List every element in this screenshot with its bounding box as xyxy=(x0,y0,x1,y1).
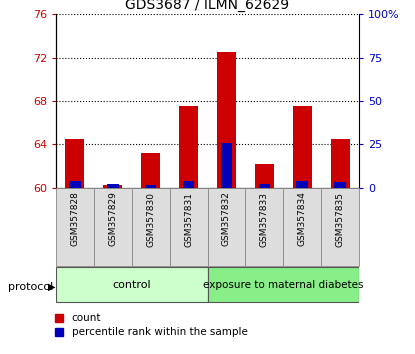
Title: GDS3687 / ILMN_62629: GDS3687 / ILMN_62629 xyxy=(125,0,290,12)
Bar xyxy=(217,52,236,188)
FancyBboxPatch shape xyxy=(132,188,170,266)
Bar xyxy=(221,143,232,188)
Legend: count, percentile rank within the sample: count, percentile rank within the sample xyxy=(55,313,248,337)
Text: GSM357833: GSM357833 xyxy=(260,192,269,246)
Bar xyxy=(107,184,119,188)
Text: GSM357831: GSM357831 xyxy=(184,192,193,246)
Bar xyxy=(145,185,156,188)
Text: exposure to maternal diabetes: exposure to maternal diabetes xyxy=(203,280,364,290)
FancyBboxPatch shape xyxy=(56,188,94,266)
Text: GSM357829: GSM357829 xyxy=(108,192,117,246)
FancyBboxPatch shape xyxy=(208,188,245,266)
FancyBboxPatch shape xyxy=(170,188,208,266)
FancyBboxPatch shape xyxy=(94,188,132,266)
Bar xyxy=(141,153,160,188)
Bar xyxy=(183,181,194,188)
FancyBboxPatch shape xyxy=(245,188,283,266)
Bar xyxy=(259,184,270,188)
FancyBboxPatch shape xyxy=(321,188,359,266)
Bar xyxy=(293,106,312,188)
Text: GSM357830: GSM357830 xyxy=(146,192,155,246)
Text: ▶: ▶ xyxy=(48,282,55,292)
Text: protocol: protocol xyxy=(8,282,54,292)
Text: GSM357832: GSM357832 xyxy=(222,192,231,246)
Bar xyxy=(103,185,122,188)
Text: GSM357835: GSM357835 xyxy=(336,192,344,246)
Bar xyxy=(255,164,274,188)
Bar xyxy=(66,139,84,188)
Text: GSM357834: GSM357834 xyxy=(298,192,307,246)
Bar xyxy=(179,106,198,188)
Text: control: control xyxy=(112,280,151,290)
Bar xyxy=(69,181,81,188)
FancyBboxPatch shape xyxy=(56,268,208,302)
Bar xyxy=(331,139,349,188)
FancyBboxPatch shape xyxy=(283,188,321,266)
Text: GSM357828: GSM357828 xyxy=(71,192,79,246)
Bar xyxy=(296,181,308,188)
FancyBboxPatch shape xyxy=(208,268,359,302)
Bar xyxy=(334,182,346,188)
